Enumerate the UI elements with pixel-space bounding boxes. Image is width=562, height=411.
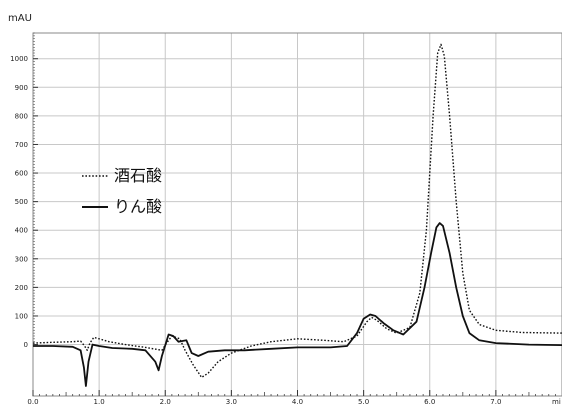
legend-label: りん酸 bbox=[114, 197, 162, 216]
series-line-phosphoric-acid bbox=[33, 222, 562, 387]
y-tick-label: 800 bbox=[15, 112, 28, 120]
y-tick-label: 700 bbox=[15, 141, 28, 149]
series-line-tartaric-acid bbox=[32, 43, 562, 379]
y-axis-unit-label: mAU bbox=[8, 13, 32, 24]
x-tick-label: 6.0 bbox=[424, 398, 435, 406]
y-tick-label: 900 bbox=[15, 84, 28, 92]
y-tick-label: 400 bbox=[15, 227, 28, 235]
x-tick-label: 2.0 bbox=[160, 398, 171, 406]
y-tick-label: 600 bbox=[15, 170, 28, 178]
y-tick-label: 500 bbox=[15, 198, 28, 206]
x-axis-unit-label: mi bbox=[552, 398, 561, 406]
axis-layer: 0.0 1.0 2.0 3.0 4.0 5.0 6.0 7.0 0 100 200 300 400 500… bbox=[10, 32, 562, 406]
x-tick-label: 3.0 bbox=[226, 398, 237, 406]
y-tick-label: 1000 bbox=[10, 55, 28, 63]
y-tick-label: 100 bbox=[15, 312, 28, 320]
y-tick-label: 200 bbox=[15, 284, 28, 292]
x-tick-label: 4.0 bbox=[292, 398, 303, 406]
series-layer bbox=[32, 43, 562, 387]
y-tick-label: 0 bbox=[24, 341, 28, 349]
y-tick-label: 300 bbox=[15, 255, 28, 263]
x-tick-label: 5.0 bbox=[358, 398, 369, 406]
x-tick-label: 0.0 bbox=[27, 398, 38, 406]
x-tick-label: 1.0 bbox=[94, 398, 105, 406]
legend-label: 酒石酸 bbox=[114, 166, 162, 185]
grid-layer bbox=[33, 33, 562, 396]
x-tick-label: 7.0 bbox=[490, 398, 501, 406]
